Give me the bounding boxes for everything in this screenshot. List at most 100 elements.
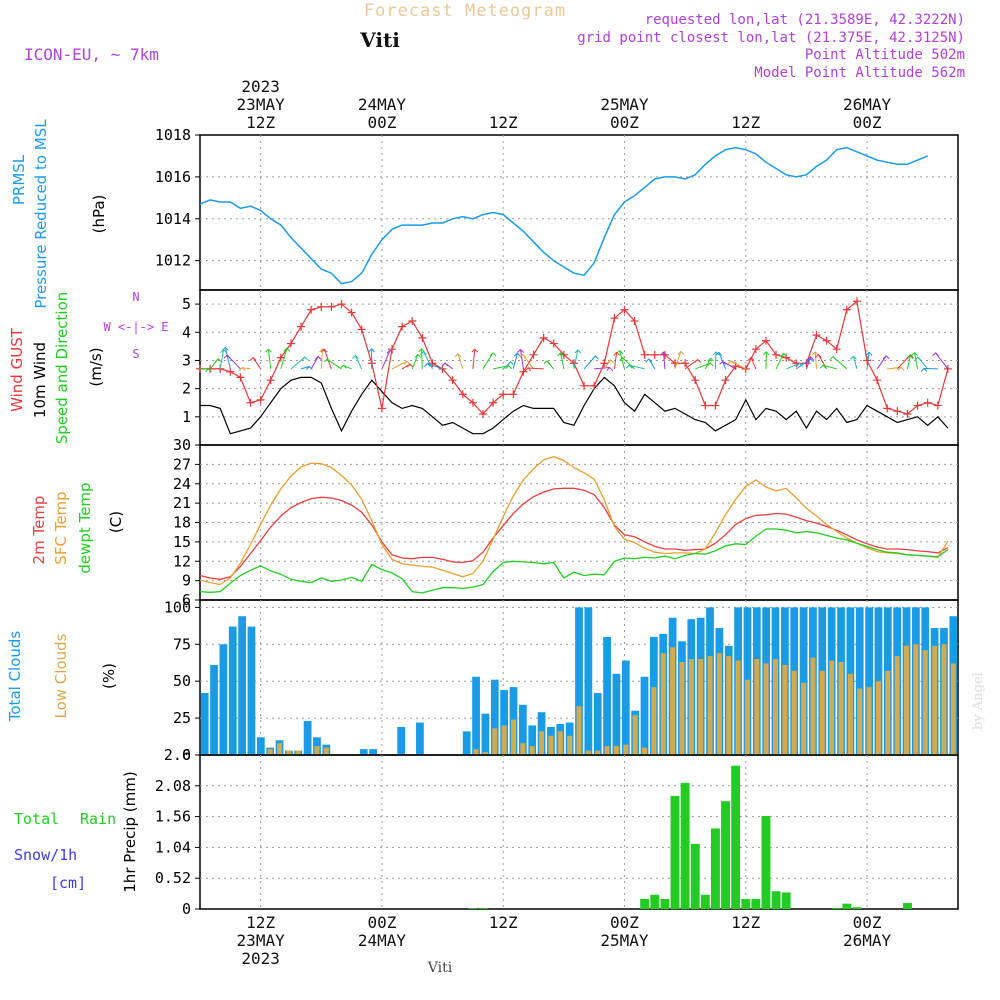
total-cloud-bar xyxy=(584,607,593,755)
wind-arrow-head xyxy=(660,351,667,356)
low-cloud-bar xyxy=(604,746,610,755)
top-tick-label: 23MAY xyxy=(237,95,286,114)
wind-arrow-head xyxy=(420,350,427,355)
top-tick-label: 00Z xyxy=(853,113,882,132)
temp2m-line xyxy=(199,487,949,580)
low-cloud-bar xyxy=(829,660,835,755)
rain-bar xyxy=(660,898,670,909)
wind-arrow xyxy=(421,348,423,369)
y-tick-label: 0 xyxy=(182,900,191,918)
wind-arrow-head xyxy=(616,349,623,354)
low-cloud-bar xyxy=(847,673,853,755)
wind-arrow-head xyxy=(719,360,726,365)
footer-station: Viti xyxy=(427,960,453,976)
wind-arrow-head xyxy=(423,362,431,367)
compass-rose: N W <-|-> E S xyxy=(103,290,168,361)
total-cloud-bar xyxy=(228,626,237,755)
wind-arrow xyxy=(427,363,443,370)
gust-point xyxy=(307,305,316,314)
gust-point xyxy=(519,367,528,376)
rain-bar xyxy=(781,892,791,909)
wind-arrow xyxy=(560,352,565,370)
wind-arrow-head xyxy=(489,352,497,357)
y-tick-label: 50 xyxy=(173,672,191,690)
wind-arrow xyxy=(472,349,476,369)
wind-arrow-head xyxy=(454,353,462,358)
gust-point xyxy=(489,398,498,407)
low-cloud-bar xyxy=(679,662,685,755)
top-tick-label: 24MAY xyxy=(358,95,407,114)
wind-arrow xyxy=(775,353,785,370)
wind-arrow xyxy=(280,348,288,370)
rain-bar xyxy=(751,898,761,909)
low-cloud-bar xyxy=(838,662,844,755)
gust-point xyxy=(408,317,417,325)
bottom-tick-label: 23MAY xyxy=(237,931,286,950)
bottom-tick-label: 12Z xyxy=(489,913,518,932)
low-cloud-bar xyxy=(539,731,545,755)
total-cloud-bar xyxy=(612,673,621,755)
low-cloud-bar xyxy=(894,656,900,755)
gust-label: Wind GUST xyxy=(8,327,26,412)
gust-point xyxy=(539,333,548,342)
low-cloud-bar xyxy=(716,653,722,755)
wind-arrow xyxy=(718,352,727,370)
gust-point xyxy=(246,398,255,407)
low-cloud-bar xyxy=(707,656,713,755)
wind-arrow-head xyxy=(519,353,527,358)
total-cloud-bar xyxy=(518,704,527,755)
gust-point xyxy=(610,314,619,323)
wind-arrow-head xyxy=(807,356,814,361)
wind-arrow xyxy=(482,352,494,370)
wind-arrow-head xyxy=(205,368,212,373)
wind-arrow-head xyxy=(907,354,914,359)
total-cloud-bar xyxy=(528,725,537,755)
y-tick-label: 3 xyxy=(182,351,191,369)
wind-arrow-head xyxy=(592,355,599,360)
gust-point xyxy=(297,322,306,331)
rain-bar xyxy=(680,782,690,909)
msl-label: Pressure Reduced to MSL xyxy=(32,119,50,309)
low-cloud-bar xyxy=(866,687,872,755)
gust-point xyxy=(701,401,710,410)
top-tick-label: 12Z xyxy=(246,113,275,132)
rain-bar xyxy=(690,843,700,909)
y-tick-label: 75 xyxy=(173,635,191,653)
wind-arrow-head xyxy=(524,367,532,372)
bottom-tick-label: 00Z xyxy=(610,913,639,932)
wind-arrow xyxy=(906,355,911,370)
gust-point xyxy=(590,381,599,390)
wind-arrow xyxy=(267,349,272,369)
clouds-panel: 0 25 50 75 100 xyxy=(164,598,959,764)
wind-arrow-head xyxy=(557,352,565,357)
hpa-label: (hPa) xyxy=(90,195,108,234)
wind-arrow xyxy=(619,350,625,370)
wind-arrow-head xyxy=(320,348,328,353)
wind-arrow xyxy=(573,349,579,370)
wind-arrow xyxy=(662,352,666,369)
model-label: ICON-EU, ~ 7km xyxy=(24,45,159,64)
gust-point xyxy=(499,390,508,399)
prmsl-label: PRMSL xyxy=(10,154,28,205)
gust-point xyxy=(913,401,922,410)
wind-arrow xyxy=(242,367,251,370)
low-cloud-bar xyxy=(557,731,563,755)
wind-arrow-head xyxy=(471,348,479,353)
rain-bar xyxy=(842,903,852,909)
wind-arrow-head xyxy=(712,351,720,356)
wind-arrow xyxy=(310,356,319,370)
gust-point xyxy=(580,381,589,390)
precip-panel: 0 0.52 1.04 1.56 2.08 2.6 xyxy=(155,746,959,918)
wind-arrow xyxy=(343,364,352,370)
low-cloud-bar xyxy=(492,728,498,755)
gust-point xyxy=(377,404,386,413)
gust-point xyxy=(893,407,902,416)
wind-arrow-head xyxy=(403,360,411,365)
low-cloud-bar xyxy=(277,743,283,755)
gust-point xyxy=(721,376,730,385)
low-cloud-bar xyxy=(595,750,601,755)
low-cloud-bar xyxy=(913,644,919,755)
low-cloud-bar xyxy=(314,746,320,755)
